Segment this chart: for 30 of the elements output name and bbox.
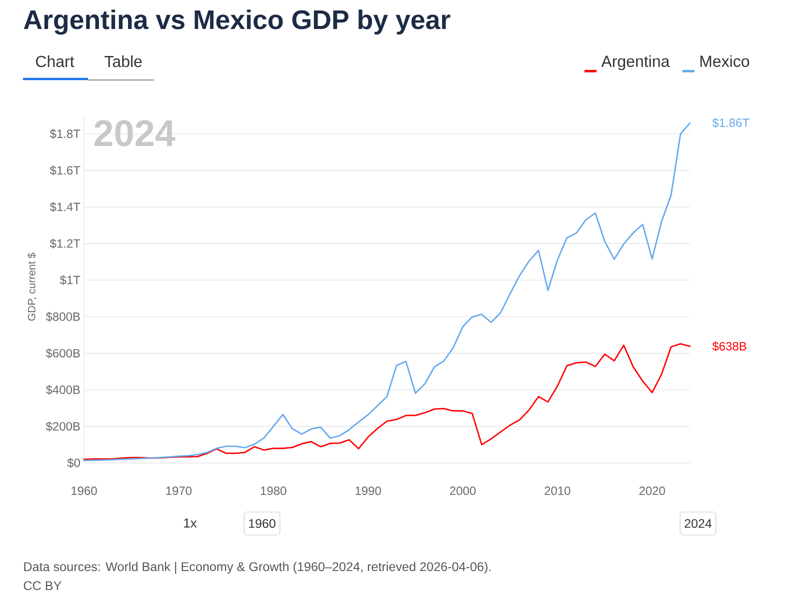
y-tick-label: $0 <box>67 458 80 468</box>
text: Chart <box>36 55 74 68</box>
text: 1x <box>184 518 197 528</box>
x-tick-label: 1960 <box>72 486 97 496</box>
chart-title: Argentina vs Mexico GDP by year <box>24 10 450 35</box>
y-tick-label: $1.2T <box>50 238 80 248</box>
x-tick-label: 2000 <box>450 486 476 496</box>
legend-label: Argentina <box>601 55 670 70</box>
y-tick-label: $200B <box>46 422 80 432</box>
y-axis-title: GDP, current $ <box>27 252 37 321</box>
text: 1960 <box>249 519 276 528</box>
legend-label: Mexico <box>700 55 750 67</box>
y-tick-label: $1.8T <box>50 129 80 139</box>
x-tick-label: 1980 <box>260 486 286 496</box>
x-tick-label: 1990 <box>356 486 381 496</box>
annotation: $1.86T <box>712 118 750 128</box>
text: 2024 <box>684 519 712 528</box>
y-tick-label: $400B <box>46 384 80 395</box>
x-tick-label: 1970 <box>166 486 192 496</box>
annotation: $638B <box>712 341 746 352</box>
y-tick-label: $600B <box>46 348 80 358</box>
y-tick-label: $800B <box>46 312 80 322</box>
text: Table <box>104 55 142 68</box>
x-tick-label: 2020 <box>639 486 665 496</box>
x-tick-label: 2010 <box>544 486 570 496</box>
y-tick-label: $1.6T <box>50 166 80 176</box>
text: CC BY <box>24 581 62 590</box>
y-tick-label: $1T <box>60 275 80 286</box>
text: Data sources: World Bank | Economy & Growth (1960–2024, retrieved 2026-04-06). <box>24 562 491 574</box>
y-tick-label: $1.4T <box>50 202 80 212</box>
